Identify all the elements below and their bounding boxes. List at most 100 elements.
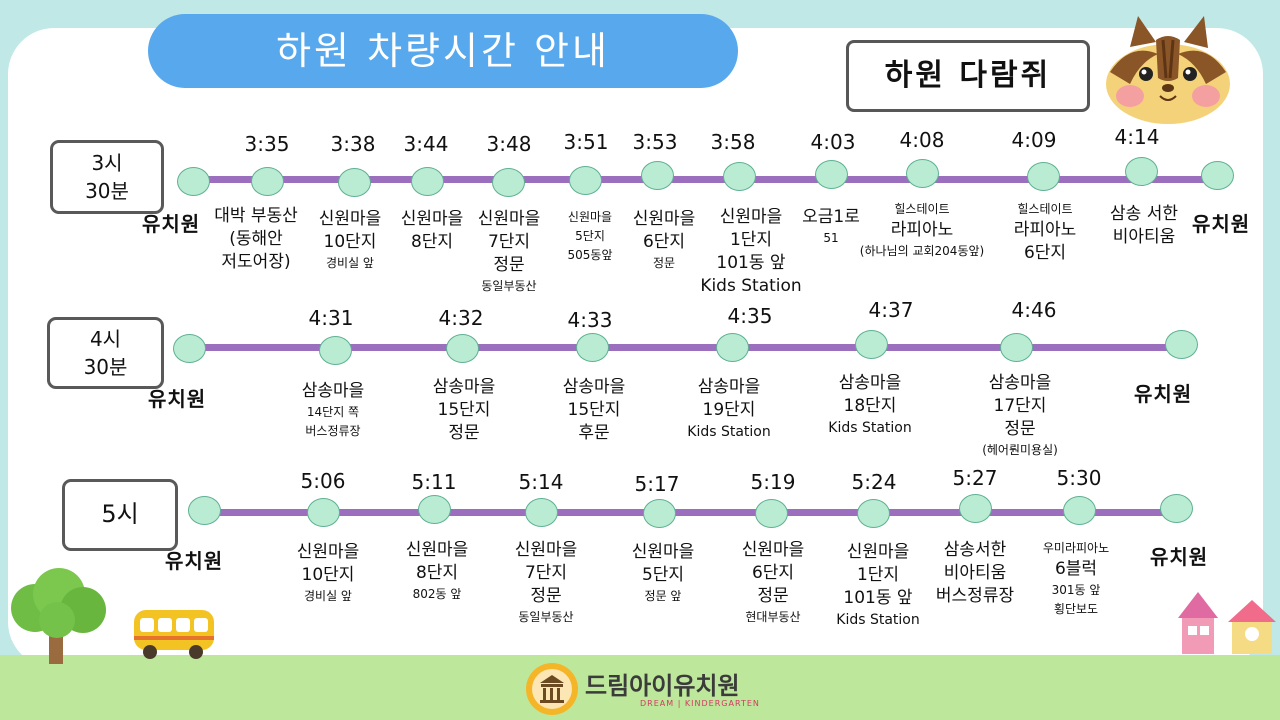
route-2-end-label: 유치원 (1134, 382, 1193, 406)
route-3-stop-4-label: 신원마을 5단지 정문 앞 (631, 542, 695, 603)
route-2-stop-3-label: 삼송마을 15단지 후문 (562, 377, 626, 443)
route-2-stop-4-label: 삼송마을 19단지 Kids Station (687, 377, 771, 440)
route-1-stop-11-time: 4:14 (1114, 125, 1160, 149)
route-3-stop-8-time: 5:30 (1056, 466, 1102, 490)
route-3-stop-1-label: 신원마을 10단지 경비실 앞 (296, 542, 360, 603)
route-1-stop-9-time: 4:08 (899, 128, 945, 152)
route-3-stop-2-label: 신원마을 8단지 802동 앞 (405, 540, 469, 601)
route-2-stop-5-time: 4:37 (868, 298, 914, 322)
route-2-stop-2-label: 삼송마을 15단지 정문 (432, 377, 496, 443)
route-1-stop-8 (815, 160, 848, 189)
class-name-box: 하원 다람쥐 (846, 40, 1090, 112)
route-3-stop-4-time: 5:17 (634, 472, 680, 496)
route-1-dot-start (177, 167, 210, 196)
route-2-line (190, 344, 1182, 351)
route-1-stop-7 (723, 162, 756, 191)
route-1-stop-7-time: 3:58 (710, 130, 756, 154)
route-1-stop-10-label: 힐스테이트 라피아노 6단지 (1013, 202, 1077, 263)
houses-icon (1178, 592, 1276, 654)
route-1-stop-4 (492, 168, 525, 197)
route-3-stop-7 (959, 494, 992, 523)
route-1-stop-9 (906, 159, 939, 188)
route-2-start-label: 유치원 (148, 387, 207, 411)
route-1-stop-10-time: 4:09 (1011, 128, 1057, 152)
route-1-stop-4-time: 3:48 (486, 132, 532, 156)
route-1-stop-3-label: 신원마을 8단지 (400, 209, 464, 252)
route-3-stop-5-label: 신원마을 6단지 정문 현대부동산 (741, 540, 805, 624)
route-3-stop-6-time: 5:24 (851, 470, 897, 494)
route-1-stop-8-label: 오금1로 51 (802, 207, 860, 245)
route-2-stop-5 (855, 330, 888, 359)
route-3-stop-3-label: 신원마을 7단지 정문 동일부동산 (514, 540, 578, 624)
route-2-stop-6 (1000, 333, 1033, 362)
route-2-stop-1-time: 4:31 (308, 306, 354, 330)
route-3-stop-2 (418, 495, 451, 524)
route-3-stop-8-label: 우미라피아노 6블럭 301동 앞 횡단보도 (1042, 541, 1110, 616)
route-1-stop-1-label: 대박 부동산 (동해안 저도어장) (214, 206, 298, 272)
kindergarten-logo-name: 드림아이유치원 (585, 672, 740, 700)
route-2-stop-3 (576, 333, 609, 362)
route-2-dot-start (173, 334, 206, 363)
route-1-stop-6-label: 신원마을 6단지 정문 (632, 209, 696, 270)
route-1-stop-6 (641, 161, 674, 190)
route-1-dot-end (1201, 161, 1234, 190)
route-3-stop-6-label: 신원마을 1단지 101동 앞 Kids Station (836, 542, 920, 628)
route-3-dot-start (188, 496, 221, 525)
route-3-stop-7-time: 5:27 (952, 466, 998, 490)
route-3-stop-1-time: 5:06 (300, 469, 346, 493)
route-2-stop-4 (716, 333, 749, 362)
route-1-stop-2-label: 신원마을 10단지 경비실 앞 (318, 209, 382, 270)
tree-icon (11, 568, 106, 664)
route-2-time-box: 4시 30분 (47, 317, 164, 389)
route-3-start-label: 유치원 (165, 549, 224, 573)
route-1-stop-11 (1125, 157, 1158, 186)
route-1-stop-3-time: 3:44 (403, 132, 449, 156)
route-3-stop-8 (1063, 496, 1096, 525)
route-1-stop-1 (251, 167, 284, 196)
route-1-end-label: 유치원 (1192, 212, 1251, 236)
route-2-stop-6-time: 4:46 (1011, 298, 1057, 322)
route-3-stop-2-time: 5:11 (411, 470, 457, 494)
route-3-stop-1 (307, 498, 340, 527)
route-2-dot-end (1165, 330, 1198, 359)
route-1-stop-7-label: 신원마을 1단지 101동 앞 Kids Station (700, 207, 802, 296)
route-3-stop-7-label: 삼송서한 비아티움 버스정류장 (935, 540, 1015, 606)
route-2-stop-1 (319, 336, 352, 365)
route-2-stop-1-label: 삼송마을 14단지 쪽 버스정류장 (301, 381, 365, 438)
route-3-line (205, 509, 1177, 516)
route-3-dot-end (1160, 494, 1193, 523)
route-3-stop-3-time: 5:14 (518, 470, 564, 494)
route-3-end-label: 유치원 (1150, 545, 1209, 569)
route-1-stop-11-label: 삼송 서한 비아티움 (1110, 204, 1178, 247)
route-3-stop-5 (755, 499, 788, 528)
page-title: 하원 차량시간 안내 (148, 14, 738, 88)
route-1-stop-5-time: 3:51 (563, 130, 609, 154)
route-1-stop-4-label: 신원마을 7단지 정문 동일부동산 (477, 209, 541, 293)
route-2-stop-3-time: 4:33 (567, 308, 613, 332)
route-3-stop-4 (643, 499, 676, 528)
route-1-stop-5-label: 신원마을 5단지 505동앞 (567, 210, 613, 262)
route-1-stop-10 (1027, 162, 1060, 191)
route-1-line (193, 176, 1220, 183)
route-3-stop-5-time: 5:19 (750, 470, 796, 494)
route-2-minute: 30분 (83, 355, 128, 379)
route-3-stop-6 (857, 499, 890, 528)
kindergarten-logo-subtitle: DREAM | KINDERGARTEN (640, 699, 760, 708)
route-1-stop-1-time: 3:35 (244, 132, 290, 156)
kindergarten-logo-icon (526, 663, 578, 715)
route-3-time-box: 5시 (62, 479, 178, 551)
squirrel-mascot-icon (1106, 16, 1230, 124)
route-1-stop-2-time: 3:38 (330, 132, 376, 156)
route-1-stop-6-time: 3:53 (632, 130, 678, 154)
route-2-stop-6-label: 삼송마을 17단지 정문 (헤어뤈미용실) (982, 373, 1058, 457)
route-1-hour: 3시 (91, 151, 123, 175)
route-1-minute: 30분 (85, 179, 129, 203)
route-1-stop-8-time: 4:03 (810, 130, 856, 154)
route-2-stop-2 (446, 334, 479, 363)
grass-footer (0, 655, 1280, 720)
route-1-stop-2 (338, 168, 371, 197)
route-3-hour: 5시 (101, 500, 139, 529)
route-1-time-box: 3시 30분 (50, 140, 164, 214)
route-3-stop-3 (525, 498, 558, 527)
route-1-stop-9-label: 힐스테이트 라피아노 (하나님의 교회204동앞) (859, 202, 985, 258)
